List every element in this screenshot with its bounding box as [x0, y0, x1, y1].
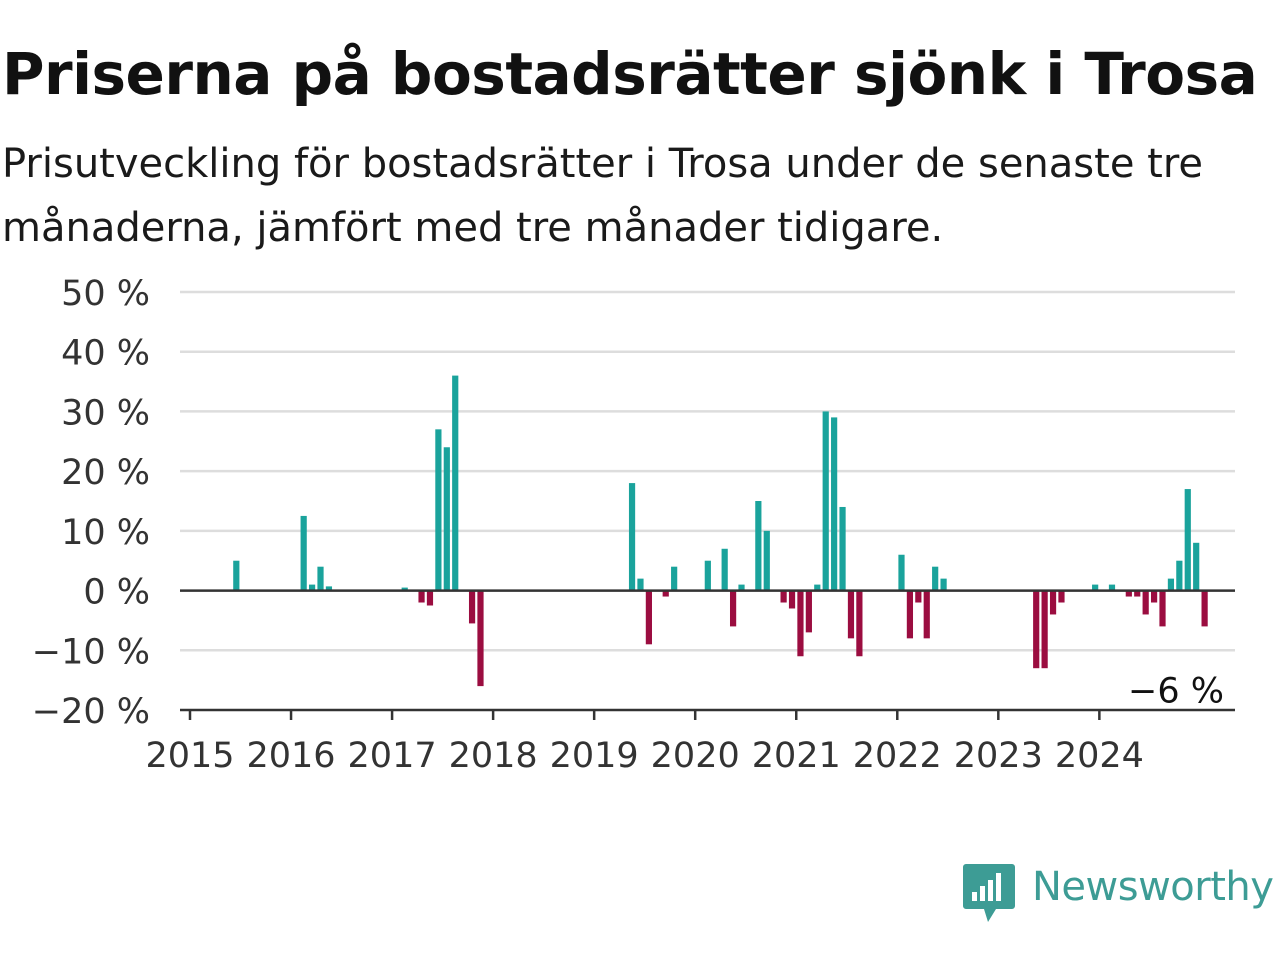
bar — [435, 429, 442, 591]
bar — [1201, 590, 1208, 627]
bar — [1142, 590, 1149, 615]
y-tick-label: 50 % — [61, 274, 150, 314]
bar — [443, 447, 450, 591]
bar — [839, 506, 846, 591]
bar — [1167, 578, 1175, 591]
bar — [721, 548, 728, 591]
y-tick-label: 20 % — [61, 453, 150, 493]
x-tick-label: 2016 — [247, 736, 336, 776]
bar — [847, 590, 855, 639]
bar — [738, 584, 745, 591]
bar — [1193, 542, 1200, 591]
y-tick-label: 40 % — [61, 334, 150, 374]
bar — [1058, 590, 1065, 603]
newsworthy-logo-text: Newsworthy — [1032, 864, 1274, 910]
bar — [662, 590, 669, 597]
bar — [1041, 590, 1048, 669]
bar — [780, 590, 787, 603]
x-tick-label: 2017 — [348, 736, 437, 776]
x-tick-label: 2023 — [954, 736, 1043, 776]
bar — [822, 411, 829, 591]
x-tick-label: 2024 — [1055, 736, 1144, 776]
y-tick-label: 30 % — [61, 393, 150, 433]
chart-subtitle: Prisutveckling för bostadsrätter i Trosa… — [2, 141, 1203, 251]
bar — [856, 590, 863, 657]
x-tick-label: 2018 — [449, 736, 538, 776]
bar — [1176, 560, 1183, 591]
bar — [763, 530, 770, 591]
bar — [1049, 590, 1057, 615]
x-axis: 2015 2016 2017 2018 2019 2020 2021 2022 2023 2024 — [145, 589, 1235, 776]
bars — [233, 375, 1208, 687]
bar — [1159, 590, 1166, 627]
last-value-label: −6 % — [1128, 671, 1224, 711]
bar — [1108, 584, 1116, 591]
bar — [325, 586, 333, 591]
bar — [401, 587, 408, 591]
x-tick-label: 2020 — [651, 736, 740, 776]
bar — [1033, 590, 1040, 669]
bar — [906, 590, 914, 639]
bar — [468, 590, 476, 624]
bar — [452, 375, 459, 591]
bar — [308, 584, 316, 591]
x-tick-label: 2021 — [752, 736, 841, 776]
y-tick-label: 10 % — [61, 513, 150, 553]
bar — [932, 566, 939, 591]
y-tick-label: −10 % — [32, 632, 150, 672]
y-tick-label: −20 % — [32, 692, 150, 732]
bar — [645, 590, 652, 645]
bar — [704, 560, 711, 591]
bar — [426, 590, 434, 606]
bar-chart: −20 %−10 %0 %10 %20 %30 %40 %50 % 2015 20… — [32, 274, 1235, 776]
bar — [628, 483, 636, 591]
bar — [418, 590, 425, 603]
bar — [923, 590, 930, 639]
y-tick-label: 0 % — [83, 573, 150, 613]
bar — [805, 590, 812, 633]
annotations: −6 % — [1128, 671, 1224, 711]
bar — [898, 554, 905, 591]
bar — [637, 578, 644, 591]
bar — [1134, 590, 1141, 597]
y-axis-tick-labels: −20 % −10 % 0 % 10 % 20 % 30 % 40 % 50 % — [32, 274, 150, 732]
newsworthy-logo-icon — [963, 864, 1015, 922]
bar — [1092, 584, 1099, 591]
bar — [233, 560, 240, 591]
bar — [477, 590, 484, 687]
bar — [317, 566, 324, 591]
chart-title: Priserna på bostadsrätter sjönk i Trosa — [2, 40, 1258, 108]
bar — [1184, 489, 1191, 591]
x-tick-label: 2015 — [145, 736, 234, 776]
bar — [915, 590, 922, 603]
bar — [300, 515, 307, 591]
bar — [1125, 590, 1132, 597]
bar — [797, 590, 804, 657]
bar — [940, 578, 947, 591]
bar — [671, 566, 678, 591]
gridlines — [180, 290, 1235, 652]
x-tick-label: 2022 — [853, 736, 942, 776]
bar — [755, 501, 762, 591]
bar — [814, 584, 821, 591]
bar — [831, 417, 838, 591]
x-tick-label: 2019 — [550, 736, 639, 776]
bar — [729, 590, 737, 627]
bar — [1150, 590, 1158, 603]
bar — [788, 590, 796, 609]
